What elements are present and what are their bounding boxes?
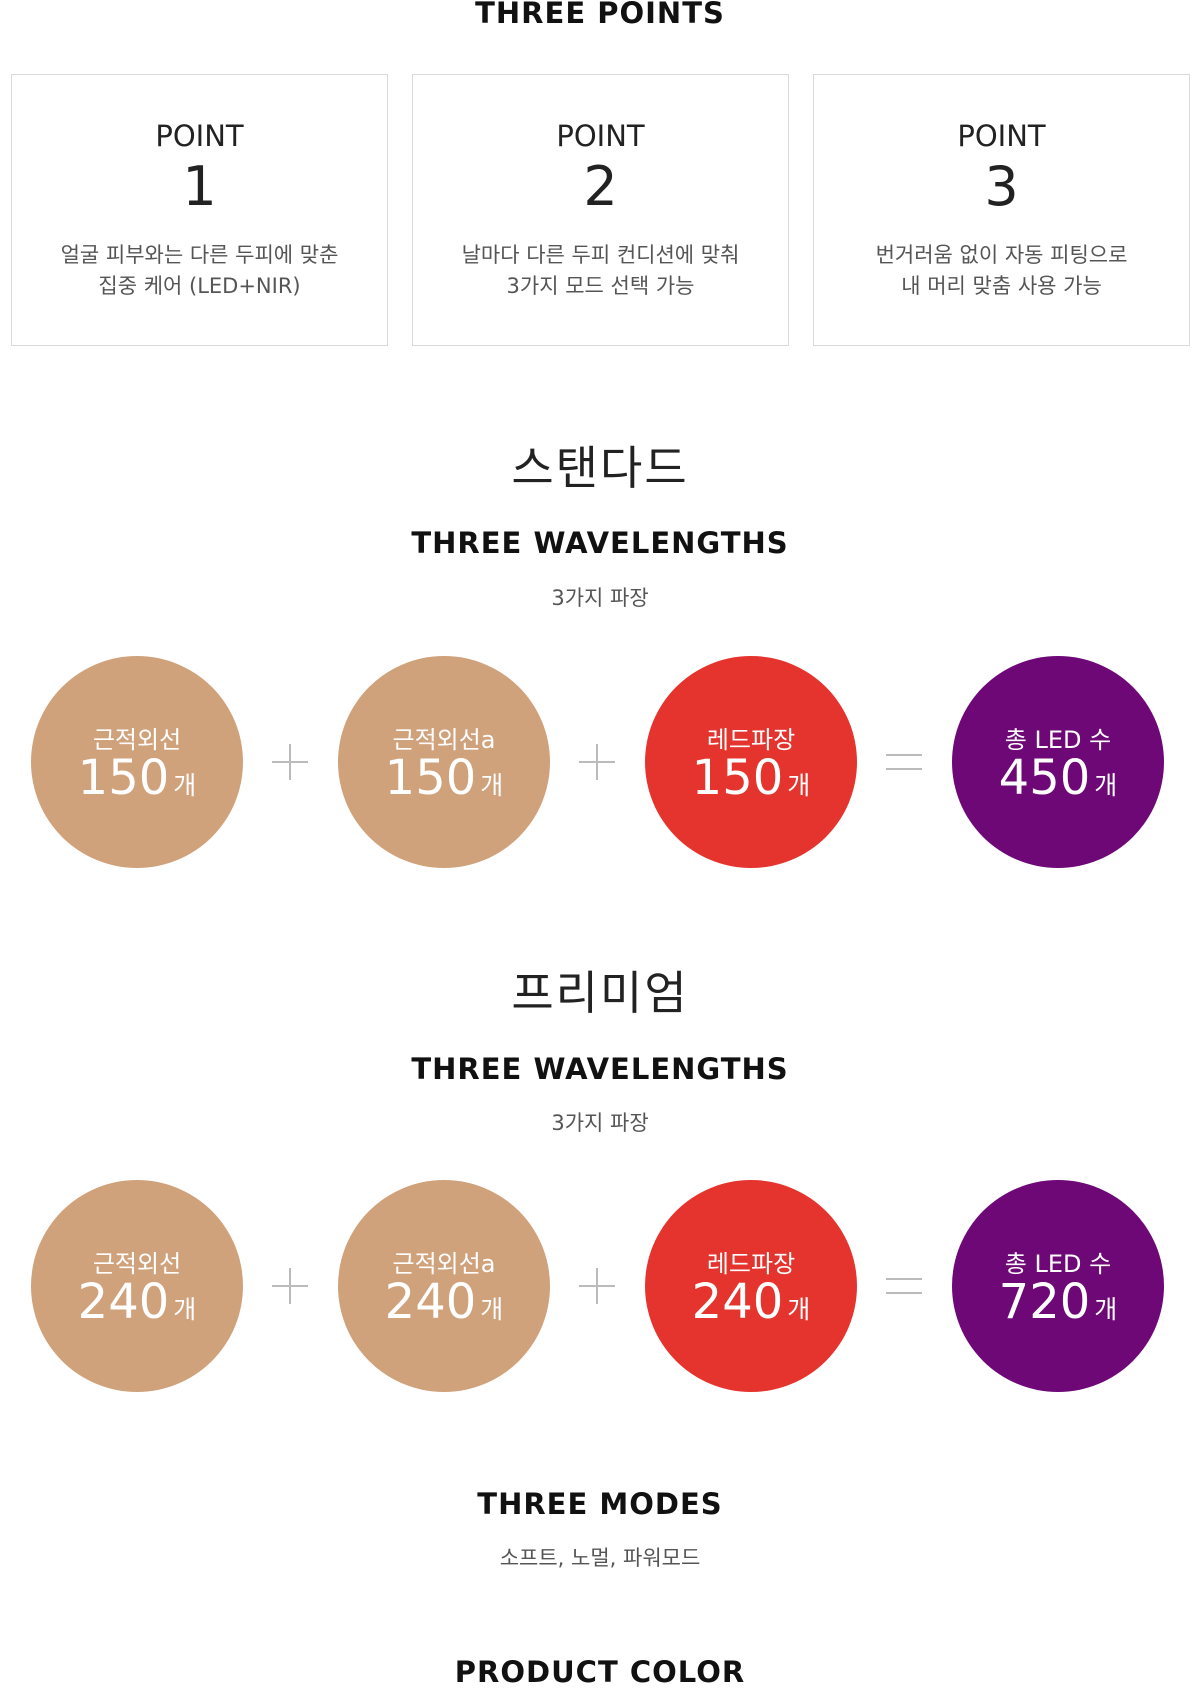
circle-count: 240 — [691, 1274, 784, 1330]
standard-nir-a-circle: 근적외선a 150 개 — [338, 656, 550, 868]
circle-count: 150 — [691, 750, 784, 806]
circle-value: 150 개 — [31, 750, 243, 806]
circle-unit: 개 — [480, 771, 504, 800]
point-label: POINT — [957, 119, 1046, 153]
point-description-line2: 내 머리 맞춤 사용 가능 — [901, 274, 1102, 298]
circle-label: 근적외선 — [92, 1250, 182, 1278]
standard-title: 스탠다드 — [511, 441, 689, 495]
circle-value: 150 개 — [338, 750, 550, 806]
point-description-line2: 집중 케어 (LED+NIR) — [98, 274, 301, 298]
premium-wavelengths-subheading: 3가지 파장 — [551, 1111, 649, 1135]
point-label: POINT — [556, 119, 645, 153]
plus-icon — [270, 742, 310, 782]
premium-total-circle: 총 LED 수 720 개 — [952, 1180, 1164, 1392]
point-number: 1 — [182, 155, 217, 218]
circle-count: 150 — [384, 750, 477, 806]
circle-label: 근적외선 — [92, 726, 182, 754]
standard-wavelengths-heading: THREE WAVELENGTHS — [411, 526, 789, 560]
equals-icon — [884, 1266, 924, 1306]
circle-label: 근적외선a — [392, 726, 496, 754]
circle-unit: 개 — [480, 1295, 504, 1324]
standard-nir-circle: 근적외선 150 개 — [31, 656, 243, 868]
circle-value: 240 개 — [645, 1274, 857, 1330]
circle-unit: 개 — [787, 771, 811, 800]
point-description: 얼굴 피부와는 다른 두피에 맞춘 집중 케어 (LED+NIR) — [12, 240, 387, 302]
circle-label: 총 LED 수 — [1004, 726, 1112, 754]
plus-icon — [270, 1266, 310, 1306]
point-card-3: POINT 3 번거러움 없이 자동 피팅으로 내 머리 맞춤 사용 가능 — [813, 74, 1190, 346]
circle-value: 450 개 — [952, 750, 1164, 806]
circle-unit: 개 — [173, 771, 197, 800]
circle-count: 150 — [77, 750, 170, 806]
point-number: 2 — [583, 155, 618, 218]
circle-unit: 개 — [173, 1295, 197, 1324]
circle-label: 레드파장 — [706, 1250, 796, 1278]
circle-unit: 개 — [1094, 771, 1118, 800]
circle-count: 720 — [998, 1274, 1091, 1330]
standard-total-circle: 총 LED 수 450 개 — [952, 656, 1164, 868]
circle-count: 450 — [998, 750, 1091, 806]
premium-nir-a-circle: 근적외선a 240 개 — [338, 1180, 550, 1392]
premium-nir-circle: 근적외선 240 개 — [31, 1180, 243, 1392]
point-number: 3 — [984, 155, 1019, 218]
point-description-line2: 3가지 모드 선택 가능 — [506, 274, 695, 298]
premium-title: 프리미엄 — [511, 966, 689, 1020]
standard-red-circle: 레드파장 150 개 — [645, 656, 857, 868]
product-color-heading: PRODUCT COLOR — [454, 1655, 746, 1689]
circle-value: 150 개 — [645, 750, 857, 806]
circle-label: 근적외선a — [392, 1250, 496, 1278]
point-description: 날마다 다른 두피 컨디션에 맞춰 3가지 모드 선택 가능 — [413, 240, 788, 302]
three-modes-subheading: 소프트, 노멀, 파워모드 — [499, 1546, 701, 1570]
circle-unit: 개 — [787, 1295, 811, 1324]
premium-red-circle: 레드파장 240 개 — [645, 1180, 857, 1392]
circle-unit: 개 — [1094, 1295, 1118, 1324]
point-description: 번거러움 없이 자동 피팅으로 내 머리 맞춤 사용 가능 — [814, 240, 1189, 302]
circle-value: 240 개 — [338, 1274, 550, 1330]
circle-label: 총 LED 수 — [1004, 1250, 1112, 1278]
three-modes-heading: THREE MODES — [477, 1487, 723, 1521]
point-label: POINT — [155, 119, 244, 153]
point-card-1: POINT 1 얼굴 피부와는 다른 두피에 맞춘 집중 케어 (LED+NIR… — [11, 74, 388, 346]
point-description-line1: 날마다 다른 두피 컨디션에 맞춰 — [461, 243, 740, 267]
point-description-line1: 번거러움 없이 자동 피팅으로 — [875, 243, 1128, 267]
circle-value: 240 개 — [31, 1274, 243, 1330]
circle-label: 레드파장 — [706, 726, 796, 754]
standard-wavelengths-subheading: 3가지 파장 — [551, 586, 649, 610]
three-points-heading: THREE POINTS — [475, 0, 725, 30]
premium-wavelengths-heading: THREE WAVELENGTHS — [411, 1052, 789, 1086]
point-description-line1: 얼굴 피부와는 다른 두피에 맞춘 — [60, 243, 339, 267]
circle-value: 720 개 — [952, 1274, 1164, 1330]
circle-count: 240 — [384, 1274, 477, 1330]
equals-icon — [884, 742, 924, 782]
plus-icon — [577, 1266, 617, 1306]
circle-count: 240 — [77, 1274, 170, 1330]
point-card-2: POINT 2 날마다 다른 두피 컨디션에 맞춰 3가지 모드 선택 가능 — [412, 74, 789, 346]
plus-icon — [577, 742, 617, 782]
